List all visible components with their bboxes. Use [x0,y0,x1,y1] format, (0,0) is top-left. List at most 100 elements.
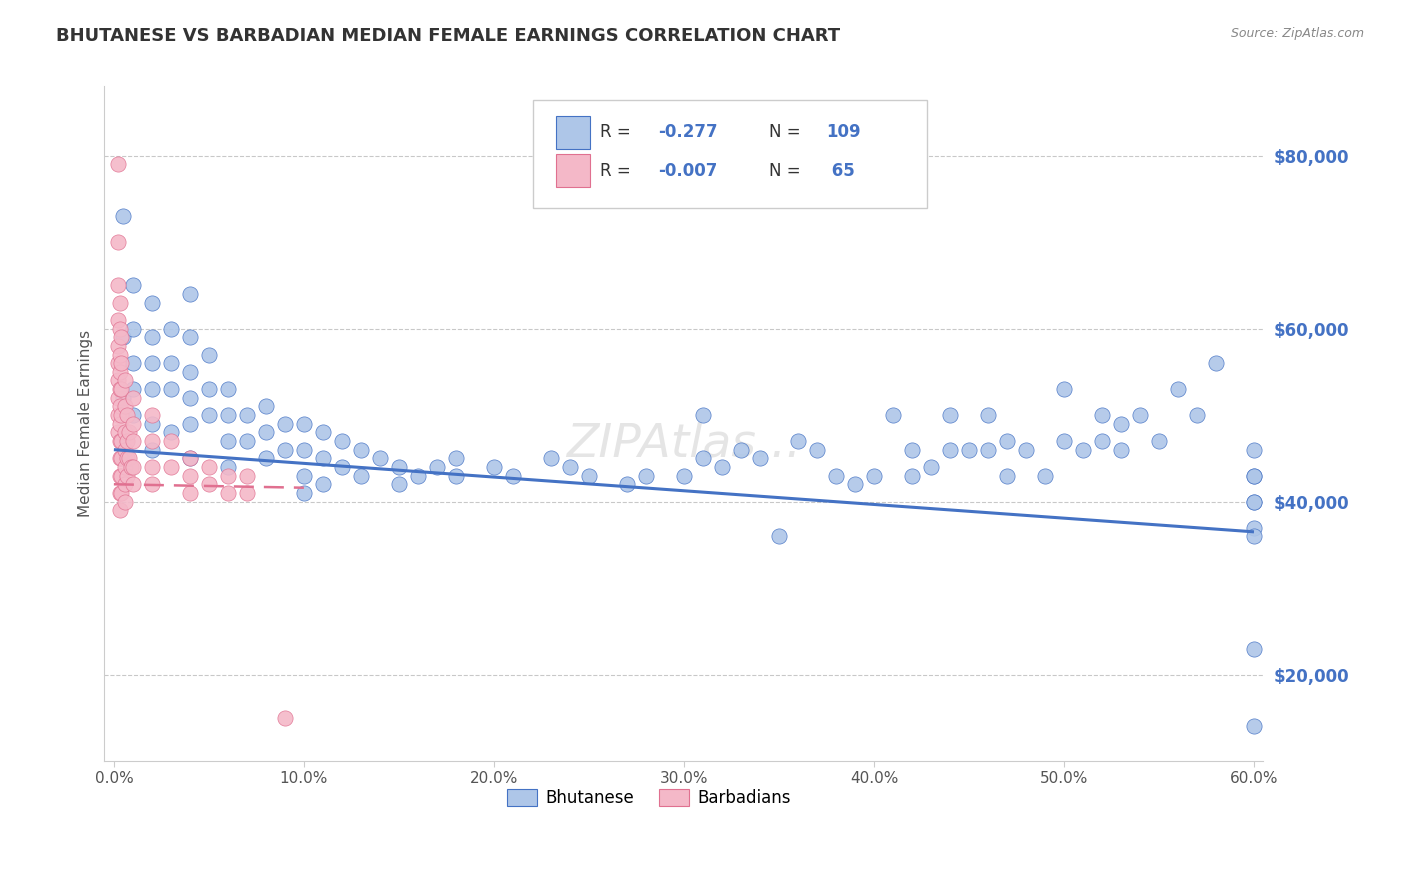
Point [108,321,131,335]
Point [217,408,239,422]
Point [977,408,1000,422]
Text: R =: R = [600,123,637,141]
Point [502,468,524,483]
Point [274,711,297,725]
Point [107,235,129,249]
Point [107,339,129,353]
Point [995,468,1018,483]
Point [330,434,353,448]
Point [825,468,848,483]
Point [634,468,657,483]
Point [292,442,315,457]
Point [1053,434,1076,448]
Point [901,442,924,457]
Point [292,468,315,483]
Point [179,391,201,405]
Point [292,417,315,431]
Point [1243,641,1265,656]
Point [179,330,201,344]
Point [863,468,886,483]
Point [122,434,145,448]
Point [254,425,277,440]
Point [114,460,136,475]
Point [122,391,145,405]
Point [107,356,129,370]
Point [198,460,221,475]
Point [217,460,239,475]
Point [160,434,183,448]
Point [217,486,239,500]
Point [110,382,132,396]
Point [110,486,132,500]
Point [844,477,866,491]
Point [710,460,733,475]
Point [114,477,136,491]
Point [388,460,411,475]
Point [882,408,904,422]
FancyBboxPatch shape [557,116,591,149]
Point [108,434,131,448]
Point [141,417,163,431]
Point [444,468,467,483]
Point [939,408,962,422]
Point [108,365,131,379]
Point [110,468,132,483]
Y-axis label: Median Female Earnings: Median Female Earnings [79,330,93,517]
Point [406,468,429,483]
Point [198,408,221,422]
Point [1185,408,1208,422]
Point [330,460,353,475]
Point [108,486,131,500]
Point [179,417,201,431]
Point [160,382,183,396]
Point [110,330,132,344]
Point [122,417,145,431]
Point [141,477,163,491]
Point [110,451,132,466]
Point [108,295,131,310]
Text: ZIPAtlas...: ZIPAtlas... [567,421,801,467]
Point [198,477,221,491]
Point [806,442,828,457]
Point [179,486,201,500]
Point [198,382,221,396]
Point [114,400,136,414]
Point [122,356,145,370]
Point [122,460,145,475]
Point [160,425,183,440]
Point [920,460,942,475]
Point [995,434,1018,448]
Point [1243,468,1265,483]
Point [160,356,183,370]
Point [616,477,638,491]
Point [1109,442,1132,457]
Point [122,408,145,422]
Text: -0.277: -0.277 [658,123,718,141]
Point [110,434,132,448]
Point [122,382,145,396]
Point [236,408,259,422]
Point [426,460,449,475]
Point [1033,468,1056,483]
Legend: Bhutanese, Barbadians: Bhutanese, Barbadians [501,782,797,814]
Point [350,468,373,483]
Point [112,330,135,344]
Point [179,365,201,379]
Text: -0.007: -0.007 [658,161,718,179]
Point [120,460,142,475]
Point [122,278,145,293]
Point [444,451,467,466]
Point [141,434,163,448]
Point [160,321,183,335]
Point [1243,468,1265,483]
Point [1243,494,1265,508]
Point [217,382,239,396]
Point [558,460,581,475]
Point [107,391,129,405]
Point [292,486,315,500]
Point [141,382,163,396]
Point [179,468,201,483]
Point [118,425,141,440]
Point [107,313,129,327]
Point [254,451,277,466]
